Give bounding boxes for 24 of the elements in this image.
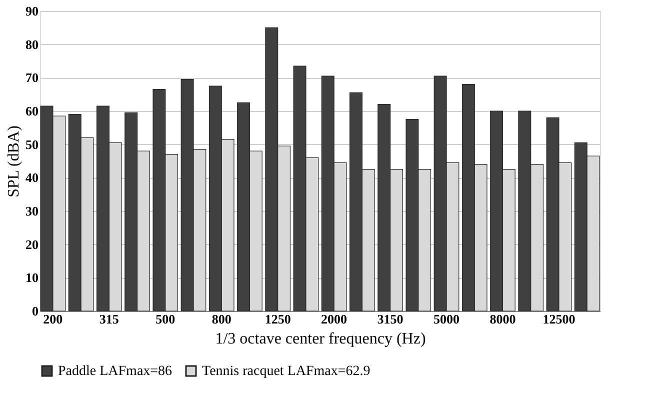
x-tick-label: 8000 <box>490 312 516 326</box>
y-tick-label: 80 <box>26 36 38 52</box>
x-tick-label: 12500 <box>542 312 576 326</box>
y-tick-label: 90 <box>26 4 38 18</box>
y-tick-label: 70 <box>26 70 38 86</box>
x-tick-label: 5000 <box>434 312 460 326</box>
y-tick-label: 50 <box>26 136 38 152</box>
y-tick-label: 20 <box>26 236 38 252</box>
legend-label: Paddle LAFmax=86 <box>58 364 172 379</box>
y-axis-title: SPL (dBA) <box>6 126 22 198</box>
y-tick-label: 0 <box>32 304 38 318</box>
y-tick-label: 30 <box>26 204 38 218</box>
x-tick-label: 500 <box>156 312 176 326</box>
legend-label: Tennis racquet LAFmax=62.9 <box>202 364 370 379</box>
x-tick-label: 315 <box>99 312 120 326</box>
x-tick-label: 2000 <box>321 312 348 326</box>
x-tick-label: 1250 <box>264 312 291 326</box>
y-tick-label: 60 <box>26 104 38 118</box>
y-tick-label: 40 <box>26 170 38 186</box>
x-tick-label: 200 <box>43 312 63 326</box>
x-axis-title: 1/3 octave center frequency (Hz) <box>215 330 426 348</box>
y-tick-label: 10 <box>26 270 38 286</box>
x-tick-label: 800 <box>212 312 232 326</box>
x-tick-label: 3150 <box>377 312 404 326</box>
